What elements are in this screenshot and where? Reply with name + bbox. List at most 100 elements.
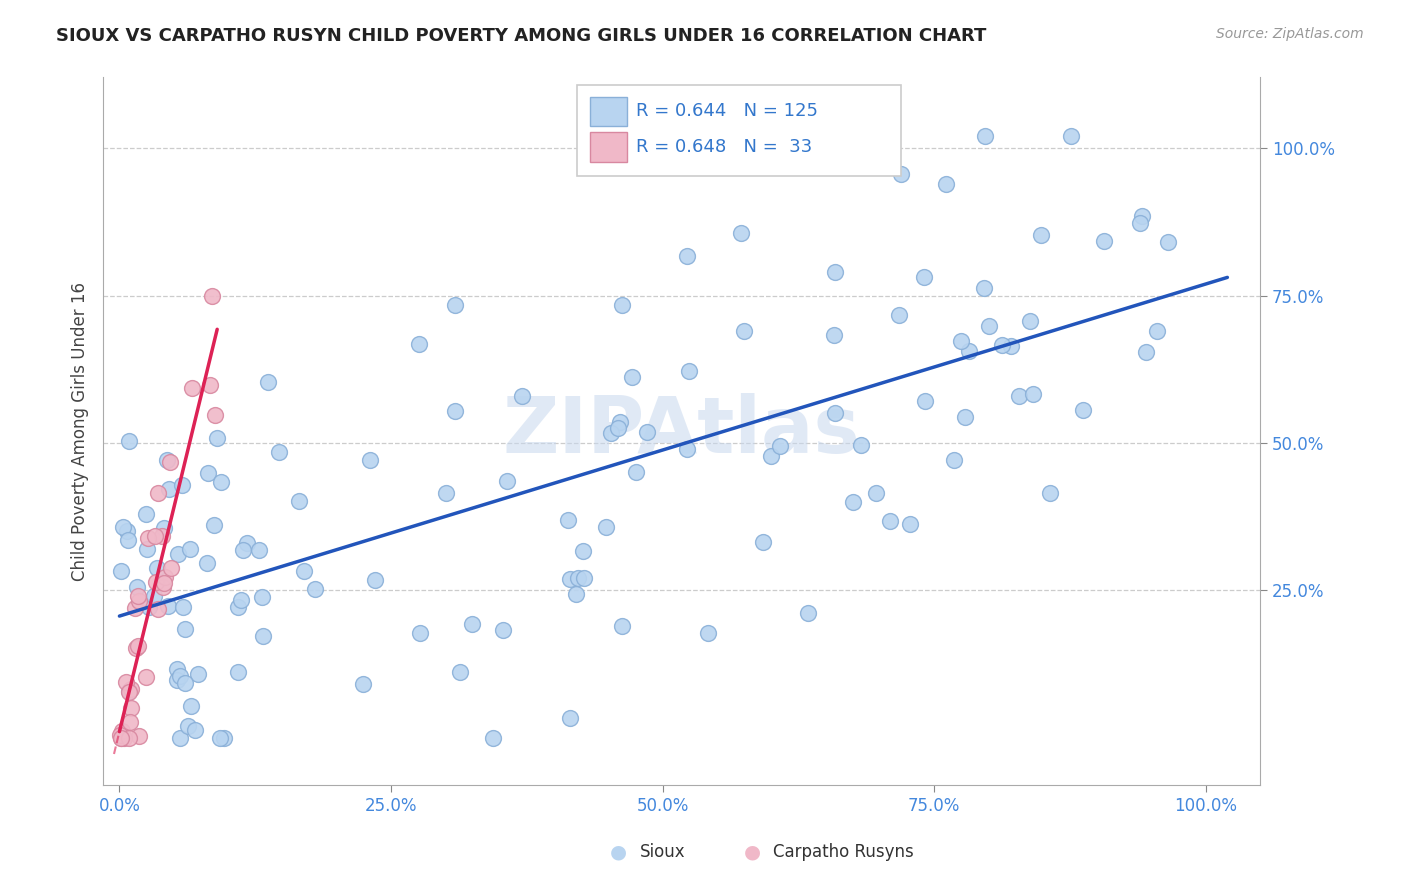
- Point: [943, 452, 966, 467]
- Point: [180, 698, 202, 713]
- Point: [197, 466, 219, 480]
- Point: [678, 364, 700, 378]
- Point: [252, 629, 274, 643]
- Point: [187, 667, 209, 681]
- Point: [991, 337, 1014, 351]
- Text: R = 0.644   N = 125: R = 0.644 N = 125: [637, 103, 818, 120]
- Point: [176, 719, 198, 733]
- Point: [110, 565, 132, 579]
- Point: [824, 265, 846, 279]
- Point: [153, 576, 176, 591]
- Point: [492, 623, 515, 637]
- Point: [183, 723, 205, 737]
- Point: [759, 449, 782, 463]
- Point: [209, 475, 232, 490]
- Point: [696, 625, 718, 640]
- Point: [607, 421, 630, 435]
- Point: [173, 676, 195, 690]
- Point: [179, 542, 201, 557]
- Point: [879, 514, 901, 528]
- Point: [172, 599, 194, 614]
- Point: [117, 533, 139, 548]
- Point: [898, 517, 921, 532]
- Point: [510, 389, 533, 403]
- Point: [146, 561, 169, 575]
- Point: [269, 445, 291, 459]
- Point: [364, 573, 387, 587]
- Point: [851, 438, 873, 452]
- Point: [609, 415, 631, 429]
- Point: [973, 129, 995, 144]
- Point: [135, 670, 157, 684]
- Point: [136, 542, 159, 557]
- Point: [977, 318, 1000, 333]
- Point: [612, 298, 634, 312]
- Y-axis label: Child Poverty Among Girls Under 16: Child Poverty Among Girls Under 16: [72, 282, 89, 581]
- Point: [195, 556, 218, 570]
- Point: [1071, 402, 1094, 417]
- Point: [733, 325, 755, 339]
- Point: [120, 700, 142, 714]
- Point: [226, 665, 249, 679]
- Point: [496, 474, 519, 488]
- Point: [159, 455, 181, 469]
- Point: [169, 731, 191, 745]
- Point: [1156, 235, 1178, 249]
- Text: Carpatho Rusyns: Carpatho Rusyns: [773, 843, 914, 861]
- Point: [124, 600, 146, 615]
- Point: [1146, 324, 1168, 338]
- Point: [212, 731, 235, 745]
- FancyBboxPatch shape: [591, 96, 627, 127]
- Point: [558, 711, 581, 725]
- Point: [612, 618, 634, 632]
- Point: [912, 269, 935, 284]
- Point: [111, 520, 134, 534]
- Point: [247, 542, 270, 557]
- Point: [135, 507, 157, 521]
- Point: [565, 587, 588, 601]
- Point: [953, 409, 976, 424]
- Point: [676, 442, 699, 456]
- Point: [110, 731, 132, 745]
- Point: [146, 601, 169, 615]
- Point: [1092, 234, 1115, 248]
- Point: [120, 681, 142, 696]
- Text: ●: ●: [610, 842, 627, 862]
- FancyBboxPatch shape: [591, 132, 627, 161]
- Point: [1022, 387, 1045, 401]
- Point: [1132, 209, 1154, 223]
- Point: [409, 626, 432, 640]
- Point: [114, 674, 136, 689]
- Point: [600, 426, 623, 441]
- Point: [226, 599, 249, 614]
- Point: [1018, 314, 1040, 328]
- Point: [229, 593, 252, 607]
- Point: [288, 494, 311, 508]
- Point: [127, 589, 149, 603]
- Point: [138, 599, 160, 614]
- Point: [167, 547, 190, 561]
- Point: [1000, 339, 1022, 353]
- Point: [118, 683, 141, 698]
- Point: [950, 334, 973, 348]
- Point: [152, 521, 174, 535]
- Point: [136, 531, 159, 545]
- FancyBboxPatch shape: [578, 85, 901, 177]
- Point: [207, 431, 229, 445]
- Point: [125, 580, 148, 594]
- Point: [108, 728, 131, 742]
- Point: [159, 561, 181, 575]
- Point: [797, 607, 820, 621]
- Point: [676, 249, 699, 263]
- Point: [127, 640, 149, 654]
- Point: [125, 640, 148, 655]
- Point: [973, 281, 995, 295]
- Point: [571, 544, 593, 558]
- Point: [1128, 216, 1150, 230]
- Point: [170, 478, 193, 492]
- Point: [621, 369, 644, 384]
- Point: [145, 574, 167, 589]
- Point: [752, 534, 775, 549]
- Point: [156, 452, 179, 467]
- Point: [558, 573, 581, 587]
